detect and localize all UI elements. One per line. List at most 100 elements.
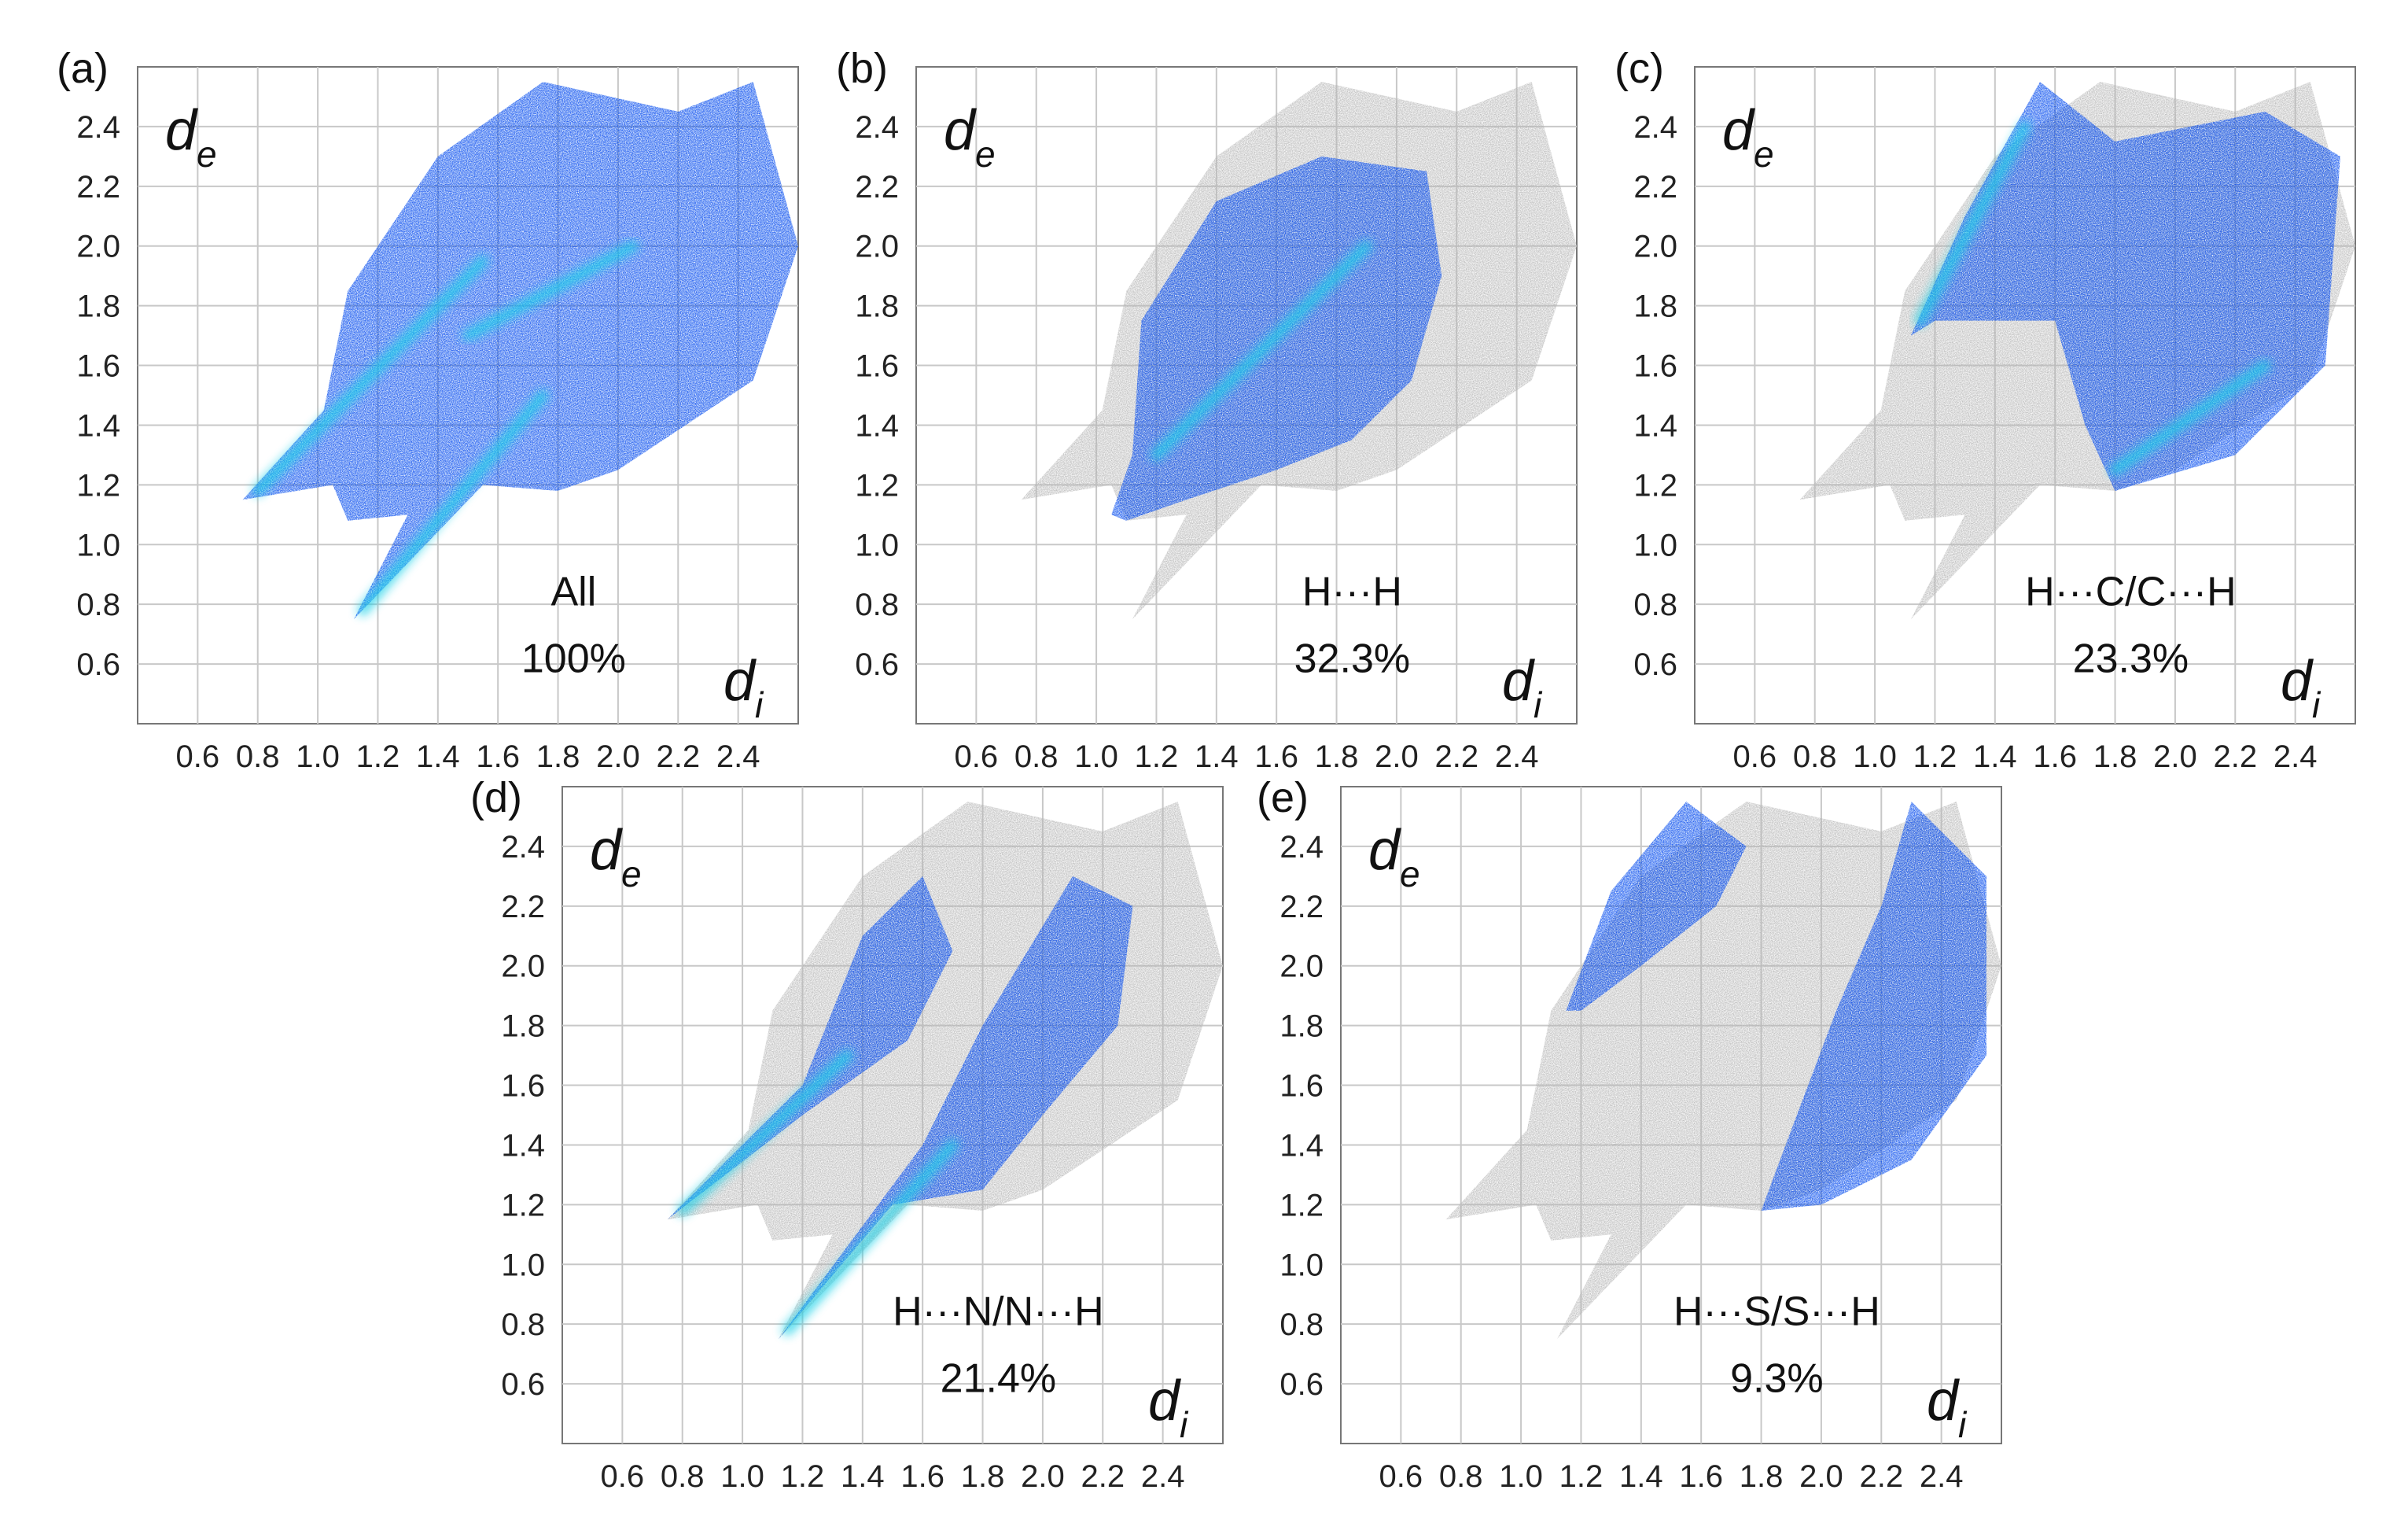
x-tick-label: 1.0 — [1074, 739, 1118, 774]
highlight-shade-d-2 — [778, 876, 1133, 1340]
x-tick-label: 2.4 — [716, 739, 760, 774]
x-tick-label: 2.2 — [1081, 1459, 1125, 1494]
y-tick-label: 1.8 — [501, 1009, 545, 1044]
y-tick-label: 1.4 — [1633, 408, 1677, 443]
x-tick-label: 1.8 — [961, 1459, 1005, 1494]
x-tick-label: 1.4 — [1973, 739, 2017, 774]
y-tick-label: 1.2 — [855, 468, 899, 503]
y-tick-label: 2.2 — [1279, 890, 1324, 924]
x-tick-label: 0.8 — [661, 1459, 705, 1494]
x-tick-label: 1.6 — [2033, 739, 2077, 774]
x-tick-label: 2.4 — [1920, 1459, 1964, 1494]
x-tick-label: 2.0 — [1799, 1459, 1843, 1494]
y-tick-label: 2.0 — [1279, 950, 1324, 984]
y-tick-label: 0.8 — [1279, 1307, 1324, 1342]
y-tick-label: 0.6 — [1633, 647, 1677, 682]
y-tick-label: 2.2 — [76, 170, 120, 205]
y-tick-label: 1.0 — [76, 528, 120, 562]
y-tick-label: 1.6 — [855, 349, 899, 384]
y-tick-label: 2.4 — [76, 110, 120, 145]
x-tick-label: 1.2 — [781, 1459, 825, 1494]
x-tick-label: 1.2 — [1559, 1459, 1603, 1494]
y-tick-label: 1.0 — [501, 1248, 545, 1282]
x-tick-label: 1.0 — [720, 1459, 764, 1494]
dense-ridge-a-3 — [462, 240, 639, 341]
contact-type-c: H···C/C···H — [2025, 570, 2237, 615]
x-tick-label: 1.8 — [1740, 1459, 1784, 1494]
panel-label-b: (b) — [836, 45, 888, 92]
y-tick-label: 0.6 — [1279, 1367, 1324, 1402]
x-tick-label: 2.2 — [1859, 1459, 1903, 1494]
x-tick-label: 0.6 — [1379, 1459, 1423, 1494]
y-tick-label: 0.6 — [501, 1367, 545, 1402]
panel-label-d: (d) — [470, 774, 522, 821]
x-tick-label: 0.8 — [1014, 739, 1059, 774]
dense-ridge-c-2 — [2109, 360, 2271, 476]
contact-type-d: H···N/N···H — [893, 1289, 1104, 1335]
contact-percentage-c: 23.3% — [2073, 636, 2189, 682]
y-tick-label: 0.8 — [76, 588, 120, 622]
x-tick-label: 1.6 — [900, 1459, 944, 1494]
x-tick-label: 2.2 — [2213, 739, 2257, 774]
y-tick-label: 1.2 — [501, 1188, 545, 1222]
grey-contact-region-e — [1445, 802, 2001, 1340]
y-tick-label: 0.8 — [501, 1307, 545, 1342]
y-tick-label: 1.4 — [1279, 1128, 1324, 1163]
y-tick-label: 1.8 — [76, 289, 120, 324]
y-tick-label: 2.4 — [1279, 830, 1324, 865]
contact-type-e: H···S/S···H — [1673, 1289, 1880, 1335]
contact-percentage-d: 21.4% — [941, 1356, 1056, 1402]
y-tick-label: 1.2 — [76, 468, 120, 503]
y-tick-label: 1.8 — [1633, 289, 1677, 324]
x-tick-label: 0.8 — [236, 739, 280, 774]
contact-percentage-a: 100% — [521, 636, 626, 682]
y-tick-label: 2.2 — [501, 890, 545, 924]
x-tick-label: 1.0 — [1499, 1459, 1543, 1494]
y-tick-label: 0.8 — [1633, 588, 1677, 622]
y-tick-label: 1.4 — [501, 1128, 545, 1163]
dense-ridge-a-2 — [357, 389, 549, 616]
y-tick-label: 2.4 — [855, 110, 899, 145]
x-tick-label: 2.2 — [1434, 739, 1478, 774]
y-tick-label: 2.0 — [855, 230, 899, 264]
y-tick-label: 1.6 — [501, 1069, 545, 1104]
x-tick-label: 1.4 — [1619, 1459, 1663, 1494]
dense-ridge-d-1 — [676, 1049, 853, 1216]
x-tick-label: 2.0 — [2153, 739, 2197, 774]
y-tick-label: 0.6 — [76, 647, 120, 682]
panel-label-a: (a) — [57, 45, 109, 92]
y-tick-label: 2.0 — [76, 230, 120, 264]
x-tick-label: 0.8 — [1439, 1459, 1483, 1494]
panel-d: 0.6 0.8 1.0 1.2 1.4 1.6 1.8 2.0 2.2 2.4 0.6 0.8 1.0 1… — [470, 774, 1224, 1494]
x-tick-label: 2.4 — [2274, 739, 2318, 774]
y-tick-label: 0.6 — [855, 647, 899, 682]
dense-ridge-b-1 — [1151, 240, 1372, 461]
highlight-shade-d-1 — [667, 876, 953, 1220]
x-tick-label: 1.4 — [1195, 739, 1239, 774]
y-tick-label: 1.2 — [1279, 1188, 1324, 1222]
x-tick-label: 2.4 — [1495, 739, 1539, 774]
x-tick-label: 2.2 — [656, 739, 700, 774]
y-tick-label: 2.4 — [501, 830, 545, 865]
y-tick-label: 2.0 — [501, 950, 545, 984]
x-tick-label: 1.2 — [1913, 739, 1957, 774]
y-tick-label: 1.8 — [1279, 1009, 1324, 1044]
y-tick-label: 1.6 — [1279, 1069, 1324, 1104]
panel-b: 0.6 0.8 1.0 1.2 1.4 1.6 1.8 2.0 2.2 2.4 0.6 0.8 1.0 1… — [836, 45, 1578, 774]
y-tick-label: 1.0 — [855, 528, 899, 562]
contact-percentage-b: 32.3% — [1294, 636, 1410, 682]
x-tick-label: 0.8 — [1793, 739, 1837, 774]
x-tick-label: 1.4 — [841, 1459, 885, 1494]
y-tick-label: 1.4 — [76, 408, 120, 443]
y-tick-label: 1.2 — [1633, 468, 1677, 503]
y-tick-label: 1.0 — [1633, 528, 1677, 562]
y-tick-label: 0.8 — [855, 588, 899, 622]
x-tick-label: 2.4 — [1141, 1459, 1185, 1494]
x-tick-label: 1.2 — [1135, 739, 1179, 774]
panel-c: 0.6 0.8 1.0 1.2 1.4 1.6 1.8 2.0 2.2 2.4 0.6 0.8 1.0 1… — [1615, 45, 2356, 774]
x-tick-label: 1.8 — [2093, 739, 2137, 774]
y-tick-label: 1.6 — [76, 349, 120, 384]
x-tick-label: 2.0 — [596, 739, 640, 774]
y-tick-label: 1.8 — [855, 289, 899, 324]
x-tick-label: 1.8 — [536, 739, 580, 774]
